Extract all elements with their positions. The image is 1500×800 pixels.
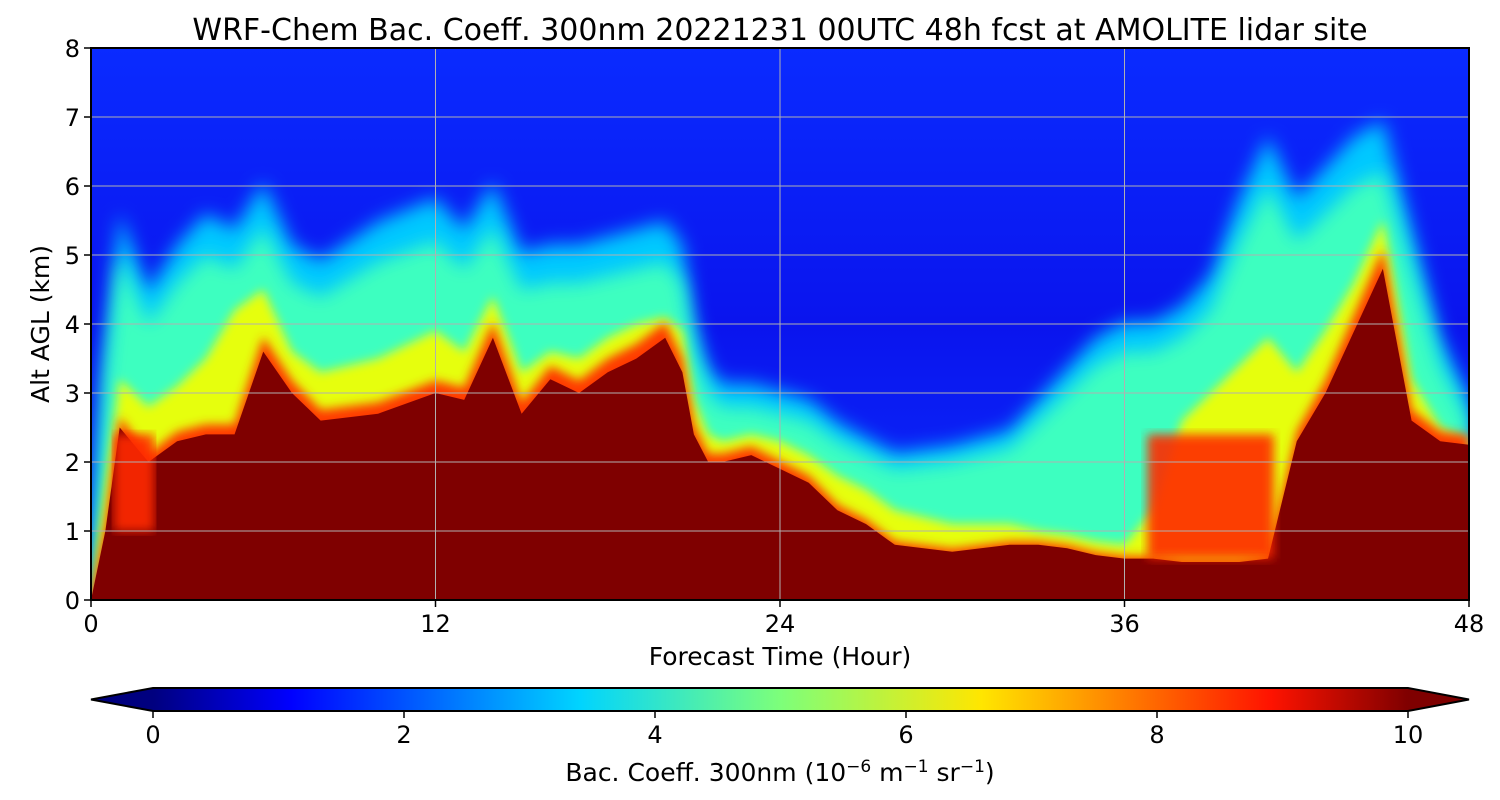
y-tick-label: 6 bbox=[65, 173, 80, 201]
colorbar-ramp bbox=[153, 688, 1408, 711]
x-tick-label: 12 bbox=[420, 610, 451, 638]
y-tick-label: 8 bbox=[65, 35, 80, 63]
y-tick-label: 3 bbox=[65, 380, 80, 408]
x-tick-label: 0 bbox=[83, 610, 98, 638]
y-axis: 0 1 2 3 4 5 6 7 8 bbox=[65, 35, 91, 615]
chart-title: WRF-Chem Bac. Coeff. 300nm 20221231 00UT… bbox=[192, 13, 1367, 48]
y-axis-label: Alt AGL (km) bbox=[26, 245, 55, 403]
colorbar-tick-label: 6 bbox=[898, 721, 913, 749]
y-tick-label: 0 bbox=[65, 587, 80, 615]
colorbar-tick-label: 4 bbox=[647, 721, 662, 749]
y-tick-label: 4 bbox=[65, 311, 80, 339]
colorbar-ticks: 0 2 4 6 8 10 bbox=[145, 711, 1423, 749]
colorbar-tick-label: 10 bbox=[1393, 721, 1424, 749]
y-tick-label: 2 bbox=[65, 449, 80, 477]
field-local-maximum bbox=[113, 434, 155, 531]
x-tick-label: 36 bbox=[1109, 610, 1140, 638]
y-tick-label: 5 bbox=[65, 242, 80, 270]
x-tick-label: 48 bbox=[1454, 610, 1485, 638]
colorbar-tick-label: 8 bbox=[1149, 721, 1164, 749]
grid-lines bbox=[91, 48, 1469, 600]
y-tick-label: 1 bbox=[65, 518, 80, 546]
colorbar-tick-label: 0 bbox=[145, 721, 160, 749]
field-local-maximum bbox=[1147, 434, 1274, 559]
colorbar-extend-low bbox=[91, 688, 153, 711]
colorbar: 0 2 4 6 8 10 Bac. Coeff. 300nm (10−6 m−1 sr−1… bbox=[90, 687, 1470, 787]
colorbar-extend-high bbox=[1408, 688, 1469, 711]
y-tick-label: 7 bbox=[65, 104, 80, 132]
x-axis: 0 12 24 36 48 bbox=[83, 600, 1484, 638]
colorbar-label: Bac. Coeff. 300nm (10−6 m−1 sr−1) bbox=[565, 757, 994, 787]
plot-area bbox=[91, 48, 1469, 600]
x-tick-label: 24 bbox=[765, 610, 796, 638]
colorbar-tick-label: 2 bbox=[396, 721, 411, 749]
x-axis-label: Forecast Time (Hour) bbox=[649, 642, 912, 671]
